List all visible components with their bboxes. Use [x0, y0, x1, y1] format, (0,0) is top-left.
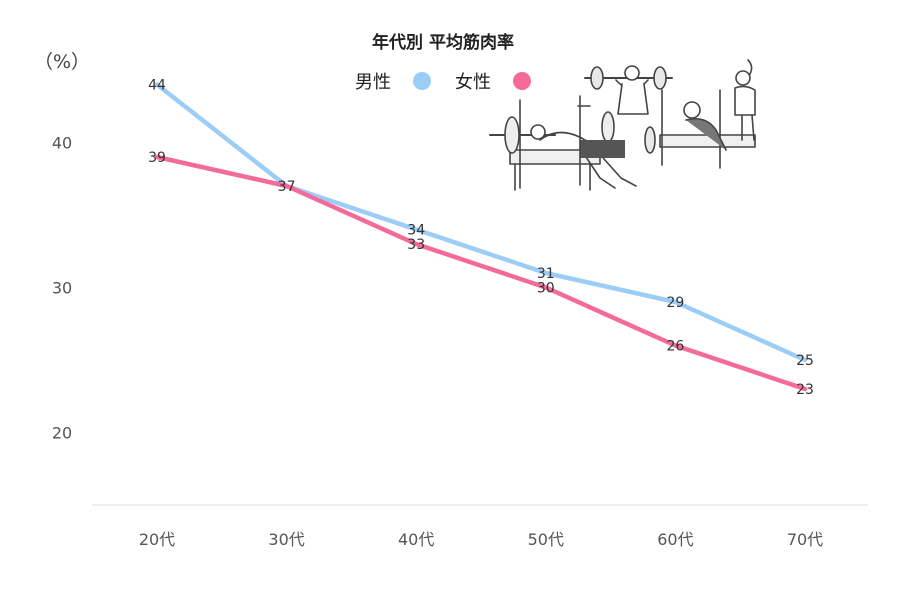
data-labels: 44 37 34 31 29 25 39 33 30 26 23	[148, 78, 814, 399]
legend-label: 女性	[455, 72, 491, 93]
series-lines	[154, 82, 808, 392]
x-tick-label: 40代	[398, 530, 434, 549]
y-axis-ticks: 20 30 40	[52, 134, 72, 443]
legend: 男性 女性	[355, 72, 531, 93]
data-label: 26	[666, 339, 684, 355]
y-tick-label: 20	[52, 424, 72, 443]
data-label: 30	[537, 281, 555, 297]
y-tick-label: 30	[52, 279, 72, 298]
data-label: 33	[407, 237, 425, 253]
x-tick-label: 50代	[528, 530, 564, 549]
series-line	[154, 154, 808, 392]
data-label: 44	[148, 78, 166, 94]
x-axis-ticks: 20代 30代 40代 50代 60代 70代	[139, 530, 823, 549]
legend-marker	[413, 72, 431, 90]
data-label: 23	[796, 382, 814, 398]
x-tick-label: 30代	[268, 530, 304, 549]
gym-workout-illustration	[489, 59, 756, 191]
y-axis-unit: （%）	[34, 51, 90, 73]
data-label: 29	[666, 295, 684, 311]
legend-label: 男性	[355, 72, 391, 93]
data-label: 31	[537, 266, 555, 282]
x-tick-label: 20代	[139, 530, 175, 549]
series-line	[154, 82, 808, 363]
data-label: 34	[407, 223, 425, 239]
data-label: 39	[148, 150, 166, 166]
y-tick-label: 40	[52, 134, 72, 153]
chart-title: 年代別 平均筋肉率	[372, 32, 514, 53]
data-label: 25	[796, 353, 814, 369]
data-label: 37	[278, 179, 296, 195]
x-tick-label: 60代	[657, 530, 693, 549]
x-tick-label: 70代	[787, 530, 823, 549]
legend-marker	[513, 72, 531, 90]
